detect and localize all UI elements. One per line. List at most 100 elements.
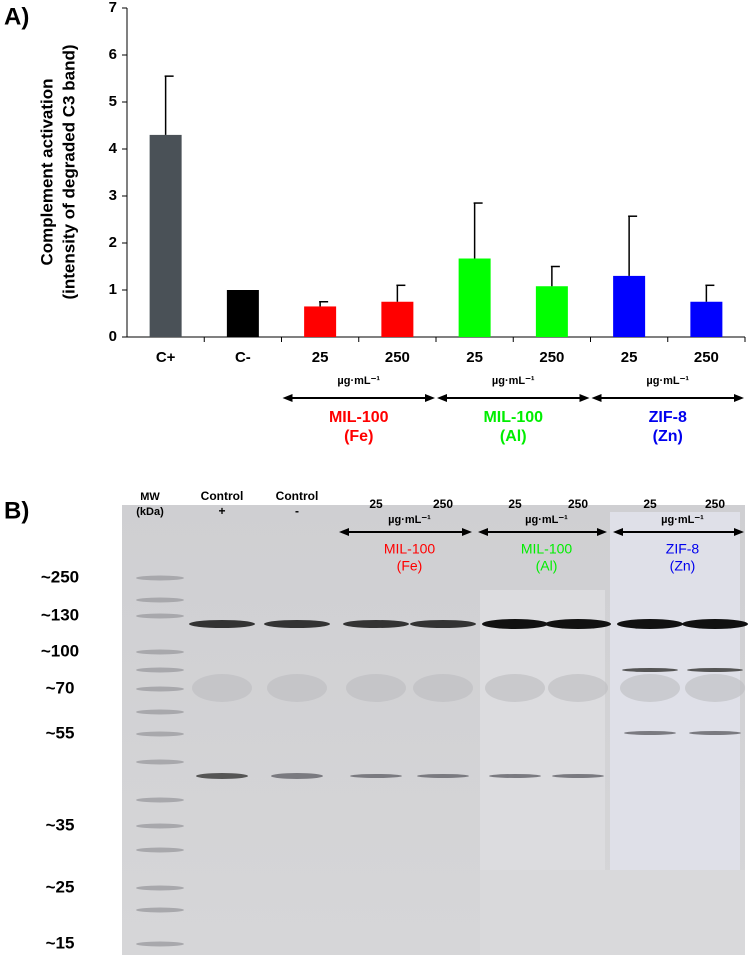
gel-band	[350, 774, 402, 778]
gel-smear	[192, 674, 252, 702]
y-tick-label: 6	[109, 46, 117, 63]
y-tick-label: 3	[109, 187, 117, 204]
lane-label: Control	[201, 489, 244, 503]
ladder-band	[136, 667, 184, 673]
x-tick-label: 25	[312, 349, 329, 366]
group-name: MIL-100	[329, 409, 389, 426]
lane-label: Control	[276, 489, 319, 503]
x-tick-label: C+	[156, 349, 176, 366]
dose-label: 25	[643, 497, 657, 511]
x-tick-label: 250	[539, 349, 564, 366]
group-sub: (Zn)	[670, 558, 696, 574]
gel-smear	[346, 674, 406, 702]
gel-band	[489, 774, 541, 778]
gel-smear	[620, 674, 680, 702]
gel-band	[264, 620, 330, 628]
ladder-band	[136, 885, 184, 891]
panel-label: A)	[4, 3, 29, 30]
group-sub: (Fe)	[397, 558, 423, 574]
bar	[613, 275, 646, 337]
unit-label: µg·mL⁻¹	[646, 375, 689, 387]
mw-label: ~100	[41, 641, 79, 660]
bar	[149, 134, 182, 337]
bar	[226, 290, 259, 337]
ladder-band	[136, 575, 184, 581]
bar	[690, 301, 723, 337]
unit-label: µg·mL⁻¹	[388, 514, 431, 526]
gel-band	[271, 773, 323, 779]
group-name: ZIF-8	[649, 409, 687, 426]
group-name: MIL-100	[521, 541, 573, 557]
unit-label: µg·mL⁻¹	[492, 375, 535, 387]
group-sub: (Fe)	[344, 428, 373, 445]
x-tick-label: 250	[694, 349, 719, 366]
ladder-band	[136, 709, 184, 715]
bar	[458, 258, 491, 337]
gel-band	[624, 731, 676, 735]
y-axis-label: (intensity of degraded C3 band)	[59, 44, 78, 299]
ladder-band	[136, 823, 184, 829]
gel-band	[189, 620, 255, 628]
lane-label: +	[218, 504, 225, 518]
mw-label: ~25	[46, 877, 75, 896]
gel-band	[682, 619, 748, 629]
dose-label: 250	[433, 497, 453, 511]
x-tick-label: 25	[621, 349, 638, 366]
gel-band	[552, 774, 604, 778]
bar	[304, 306, 337, 337]
ladder-band	[136, 686, 184, 692]
x-tick-label: 250	[385, 349, 410, 366]
panel-label: B)	[4, 497, 29, 524]
ladder-band	[136, 613, 184, 619]
dose-label: 250	[705, 497, 725, 511]
unit-label: µg·mL⁻¹	[337, 375, 380, 387]
gel-band	[622, 668, 678, 672]
mw-label: ~55	[46, 723, 75, 742]
y-tick-label: 5	[109, 93, 117, 110]
mw-header: (kDa)	[136, 506, 164, 518]
ladder-band	[136, 907, 184, 913]
mw-label: ~250	[41, 567, 79, 586]
group-sub: (Zn)	[653, 428, 683, 445]
mw-label: ~15	[46, 933, 75, 952]
group-name: ZIF-8	[666, 541, 700, 557]
x-tick-label: 25	[466, 349, 483, 366]
bar	[535, 286, 568, 337]
gel-band	[545, 619, 611, 629]
gel-smear	[548, 674, 608, 702]
gel-band	[687, 668, 743, 672]
gel-band	[689, 731, 741, 735]
group-sub: (Al)	[500, 428, 527, 445]
gel-smear	[685, 674, 745, 702]
ladder-band	[136, 797, 184, 803]
lane-label: -	[295, 504, 299, 518]
ladder-band	[136, 649, 184, 655]
ladder-band	[136, 941, 184, 947]
mw-label: ~70	[46, 678, 75, 697]
dose-label: 25	[369, 497, 383, 511]
ladder-band	[136, 597, 184, 603]
group-name: MIL-100	[384, 541, 436, 557]
y-tick-label: 0	[109, 328, 117, 345]
bar	[381, 301, 414, 337]
unit-label: µg·mL⁻¹	[661, 514, 704, 526]
y-tick-label: 2	[109, 234, 117, 251]
dose-label: 25	[508, 497, 522, 511]
mw-header: MW	[140, 491, 160, 503]
gel-image	[122, 505, 748, 955]
group-name: MIL-100	[483, 409, 543, 426]
group-sub: (Al)	[536, 558, 558, 574]
mw-label: ~35	[46, 815, 75, 834]
gel-smear	[267, 674, 327, 702]
gel-smear	[485, 674, 545, 702]
y-tick-label: 1	[109, 281, 117, 298]
ladder-band	[136, 759, 184, 765]
dose-label: 250	[568, 497, 588, 511]
gel-band	[343, 620, 409, 628]
gel-band	[196, 773, 248, 779]
gel-band	[617, 619, 683, 629]
gel-band	[482, 619, 548, 629]
ladder-band	[136, 847, 184, 853]
gel-smear	[413, 674, 473, 702]
